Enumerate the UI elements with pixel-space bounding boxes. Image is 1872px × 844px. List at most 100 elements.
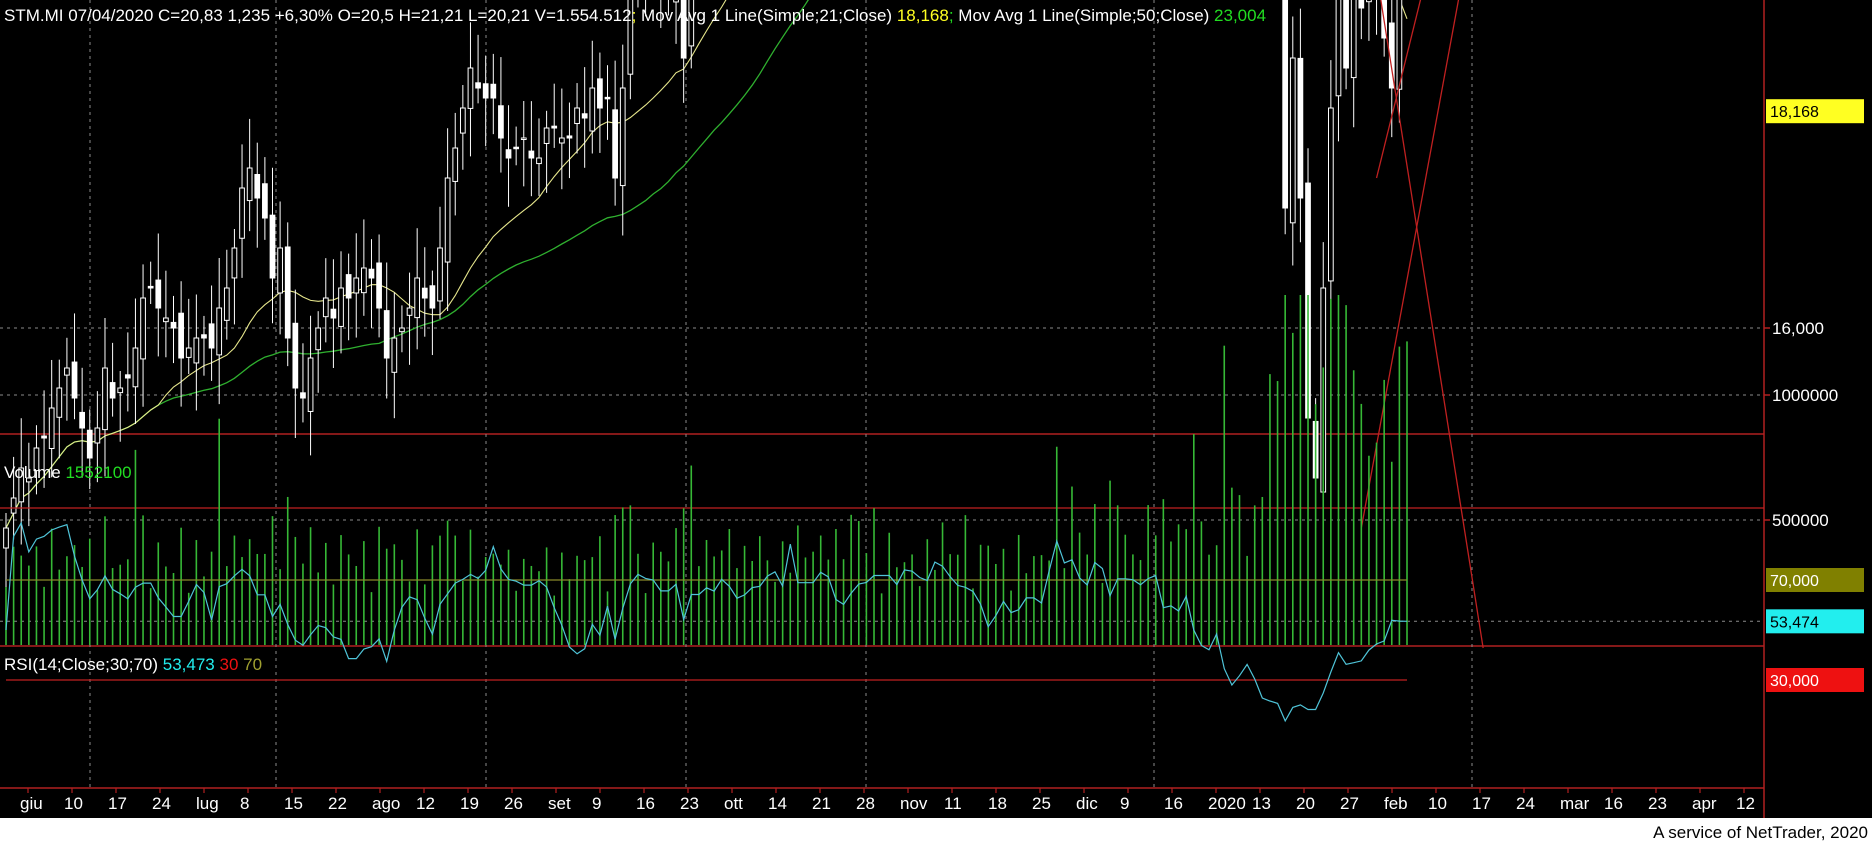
candle	[338, 287, 344, 327]
volume-bar	[1231, 487, 1233, 645]
candle	[1343, 0, 1349, 69]
x-tick-label: 10	[1428, 794, 1447, 813]
candle	[155, 279, 162, 309]
candle	[33, 447, 40, 472]
volume-bar	[987, 545, 990, 645]
volume-bar	[1193, 434, 1195, 645]
volume-bar	[660, 551, 662, 645]
volume-bar	[1352, 370, 1355, 645]
candle	[147, 285, 154, 289]
volume-tick-label: 500000	[1772, 511, 1829, 530]
x-tick-label: 10	[64, 794, 83, 813]
candle	[498, 105, 504, 139]
volume-bar	[477, 576, 479, 645]
volume-bar	[1063, 568, 1066, 645]
candle	[117, 387, 124, 394]
volume-bar	[500, 564, 502, 645]
candle	[520, 137, 527, 140]
volume-bar	[462, 580, 464, 645]
volume-bar	[1360, 403, 1363, 645]
volume-bar	[781, 541, 784, 645]
trend-line	[1360, 0, 1460, 529]
candle	[376, 262, 382, 309]
price-tick-label: 16,000	[1772, 319, 1824, 338]
volume-bar	[165, 566, 167, 645]
candle	[140, 297, 146, 360]
volume-bar	[439, 535, 441, 645]
volume-bar	[857, 521, 860, 645]
x-tick-label: nov	[900, 794, 928, 813]
volume-bar	[758, 536, 761, 645]
volume-bar	[1033, 556, 1035, 645]
candle	[1350, 0, 1357, 79]
volume-bar	[926, 539, 929, 645]
volume-bar	[1124, 534, 1127, 645]
volume-bar	[561, 552, 563, 645]
volume-bar	[1071, 486, 1073, 645]
volume-bar	[226, 566, 228, 645]
x-tick-label: 19	[460, 794, 479, 813]
volume-bar	[606, 591, 609, 645]
candle	[444, 177, 451, 263]
volume-bar	[789, 572, 792, 645]
candle	[315, 327, 322, 351]
volume-bar	[766, 560, 769, 645]
volume-bar	[1291, 332, 1294, 645]
candle	[399, 327, 405, 333]
rsi-30-tag-bg	[1766, 668, 1864, 692]
candle	[1282, 0, 1289, 209]
volume-bar	[73, 545, 76, 645]
volume-bar	[210, 551, 213, 645]
x-tick-label: 16	[1604, 794, 1623, 813]
volume-bar	[43, 586, 45, 645]
candle	[1396, 0, 1403, 90]
candle	[193, 337, 200, 364]
volume-bar	[1132, 554, 1134, 645]
volume-bar	[1238, 495, 1241, 645]
candle	[163, 317, 169, 323]
volume-bar	[1101, 582, 1104, 645]
volume-bar	[1116, 505, 1119, 645]
candle	[536, 157, 542, 165]
candle	[688, 0, 695, 47]
volume-bar	[979, 544, 982, 645]
volume-bar	[835, 528, 837, 645]
volume-bar	[880, 593, 883, 645]
volume-bar	[1383, 379, 1385, 645]
volume-bar	[934, 569, 936, 645]
volume-bar	[241, 557, 243, 645]
candle	[383, 310, 390, 359]
volume-bar	[5, 587, 7, 645]
volume-bar	[454, 535, 457, 645]
volume-bar	[774, 581, 776, 645]
volume-bar	[995, 563, 997, 645]
candle	[429, 285, 436, 309]
x-tick-label: lug	[196, 794, 219, 813]
x-tick-label: 8	[240, 794, 249, 813]
volume-bar	[35, 546, 38, 645]
ma21-legend-value: 18,168	[892, 6, 949, 25]
volume-bar	[576, 555, 578, 645]
candle	[284, 246, 291, 339]
volume-bar	[873, 508, 875, 645]
candle	[41, 435, 47, 439]
volume-bar	[408, 581, 411, 645]
volume-bar	[591, 557, 594, 645]
candle	[452, 147, 459, 182]
volume-bar	[956, 554, 959, 645]
volume-bar	[1368, 455, 1370, 645]
volume-bar	[1246, 555, 1248, 645]
candle	[574, 107, 580, 125]
volume-bar	[827, 559, 830, 645]
volume-bar	[583, 560, 586, 645]
candle	[109, 382, 116, 399]
x-tick-label: 25	[1032, 794, 1051, 813]
volume-label: Volume	[4, 463, 61, 482]
volume-bar	[1284, 295, 1286, 645]
candle	[18, 467, 25, 503]
volume-bar	[370, 592, 373, 645]
volume-bar	[20, 555, 23, 645]
volume-bar	[385, 548, 388, 645]
volume-bar	[804, 557, 807, 645]
ma21-price-tag: 18,168	[1770, 104, 1819, 121]
